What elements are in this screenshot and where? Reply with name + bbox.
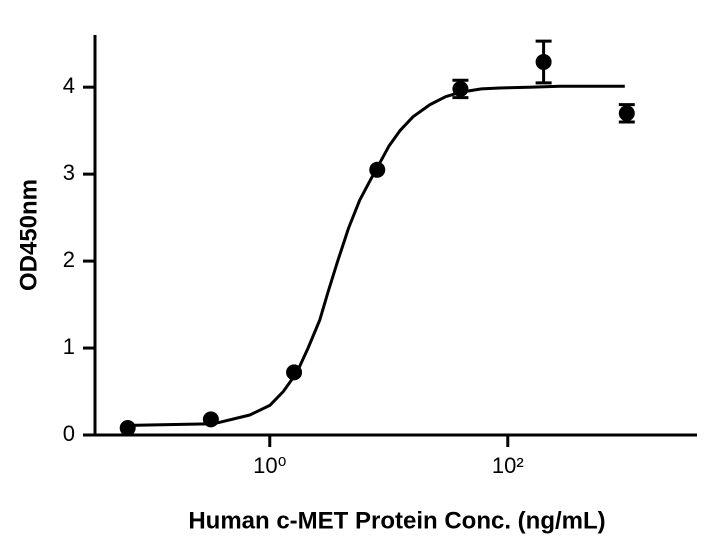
data-point xyxy=(452,80,469,97)
data-point xyxy=(618,105,635,122)
x-tick-label: 10⁰ xyxy=(253,453,286,478)
y-tick-label: 1 xyxy=(63,334,75,359)
x-tick-label: 10² xyxy=(492,453,524,478)
data-point xyxy=(119,420,136,437)
data-point xyxy=(369,161,386,178)
y-tick-label: 0 xyxy=(63,421,75,446)
fit-curve xyxy=(129,84,625,427)
y-tick-label: 2 xyxy=(63,247,75,272)
y-axis-label: OD450nm xyxy=(15,179,42,291)
y-tick-label: 4 xyxy=(63,73,75,98)
data-point xyxy=(286,364,303,381)
data-point xyxy=(535,53,552,70)
x-axis-label: Human c-MET Protein Conc. (ng/mL) xyxy=(188,507,605,534)
y-tick-label: 3 xyxy=(63,160,75,185)
data-point xyxy=(202,411,219,428)
